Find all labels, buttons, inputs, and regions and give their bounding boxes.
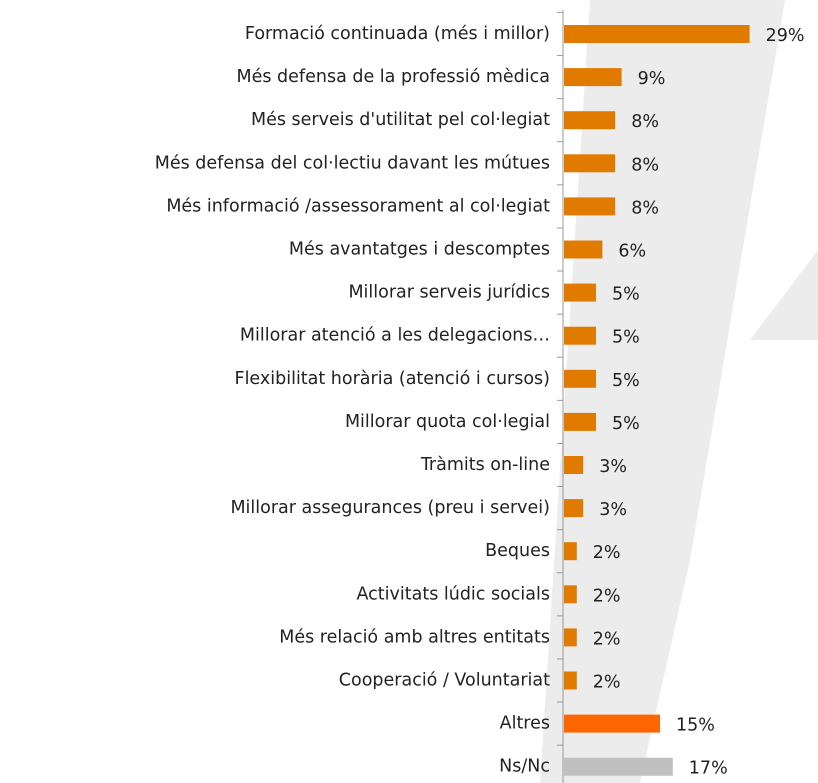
bar [564, 197, 616, 216]
bar [564, 25, 750, 43]
value-label: 5% [612, 414, 640, 434]
value-label: 2% [593, 673, 621, 693]
category-label: Millorar serveis jurídics [348, 283, 550, 303]
category-label: Més serveis d'utilitat pel col·legiat [251, 110, 550, 130]
bar [564, 628, 577, 647]
category-label: Millorar atenció a les delegacions… [240, 326, 550, 346]
category-label: Activitats lúdic socials [357, 584, 550, 604]
bar [564, 585, 577, 604]
bar [564, 671, 577, 690]
value-label: 3% [599, 500, 627, 520]
bar [564, 369, 596, 388]
bar [564, 154, 616, 173]
category-label: Flexibilitat horària (atenció i cursos) [235, 369, 551, 389]
category-label: Més avantatges i descomptes [289, 240, 550, 260]
value-label: 5% [612, 328, 640, 348]
value-label: 29% [766, 26, 805, 46]
bar [564, 499, 584, 518]
bar [564, 542, 577, 561]
value-label: 6% [618, 242, 646, 262]
value-label: 3% [599, 457, 627, 477]
category-label: Més informació /assessorament al col·leg… [166, 196, 550, 216]
bar [564, 412, 596, 431]
bar [564, 283, 596, 302]
bar [564, 757, 673, 776]
watermark [750, 250, 818, 340]
category-label: Beques [485, 541, 550, 561]
category-label: Millorar assegurances (preu i servei) [230, 498, 550, 518]
category-label: Tràmits on-line [420, 455, 550, 475]
value-label: 8% [631, 112, 659, 132]
value-label: 9% [638, 69, 666, 89]
value-label: 15% [676, 716, 715, 736]
category-label: Més defensa de la professió mèdica [237, 67, 550, 87]
value-label: 2% [593, 586, 621, 606]
category-label: Millorar quota col·legial [345, 412, 550, 432]
value-label: 8% [631, 155, 659, 175]
category-label: Ns/Nc [499, 757, 550, 777]
category-label: Formació continuada (més i millor) [245, 24, 550, 44]
bar [564, 326, 596, 345]
category-label: Cooperació / Voluntariat [339, 671, 550, 691]
bar [564, 240, 603, 259]
value-label: 8% [631, 198, 659, 218]
bar [564, 456, 584, 474]
watermark [540, 0, 785, 783]
category-label: Més defensa del col·lectiu davant les mú… [155, 153, 550, 173]
value-label: 2% [593, 629, 621, 649]
value-label: 17% [689, 759, 728, 779]
bar [564, 68, 622, 87]
category-label: Altres [500, 714, 550, 734]
bar [564, 111, 616, 130]
value-label: 5% [612, 371, 640, 391]
category-label: Més relació amb altres entitats [279, 627, 550, 647]
bar [564, 714, 660, 733]
value-label: 2% [593, 543, 621, 563]
value-label: 5% [612, 285, 640, 305]
